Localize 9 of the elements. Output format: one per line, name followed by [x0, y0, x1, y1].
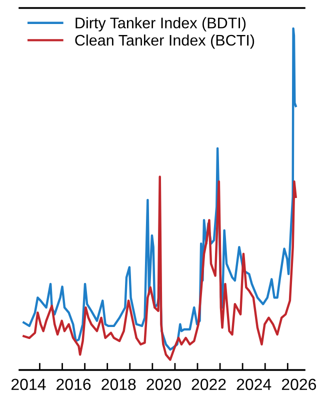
x-tick-label: 2016 — [56, 378, 91, 390]
x-tick-label: 2026 — [282, 378, 316, 390]
x-tick-label: 2018 — [102, 378, 136, 390]
x-tick-label: 2022 — [192, 378, 226, 390]
legend-label: Clean Tanker Index (BCTI) — [75, 34, 254, 49]
x-tick-label: 2014 — [11, 378, 46, 390]
x-tick-label: 2024 — [236, 378, 272, 390]
legend-label: Dirty Tanker Index (BDTI) — [76, 17, 246, 32]
x-tick-label: 2020 — [146, 378, 181, 390]
